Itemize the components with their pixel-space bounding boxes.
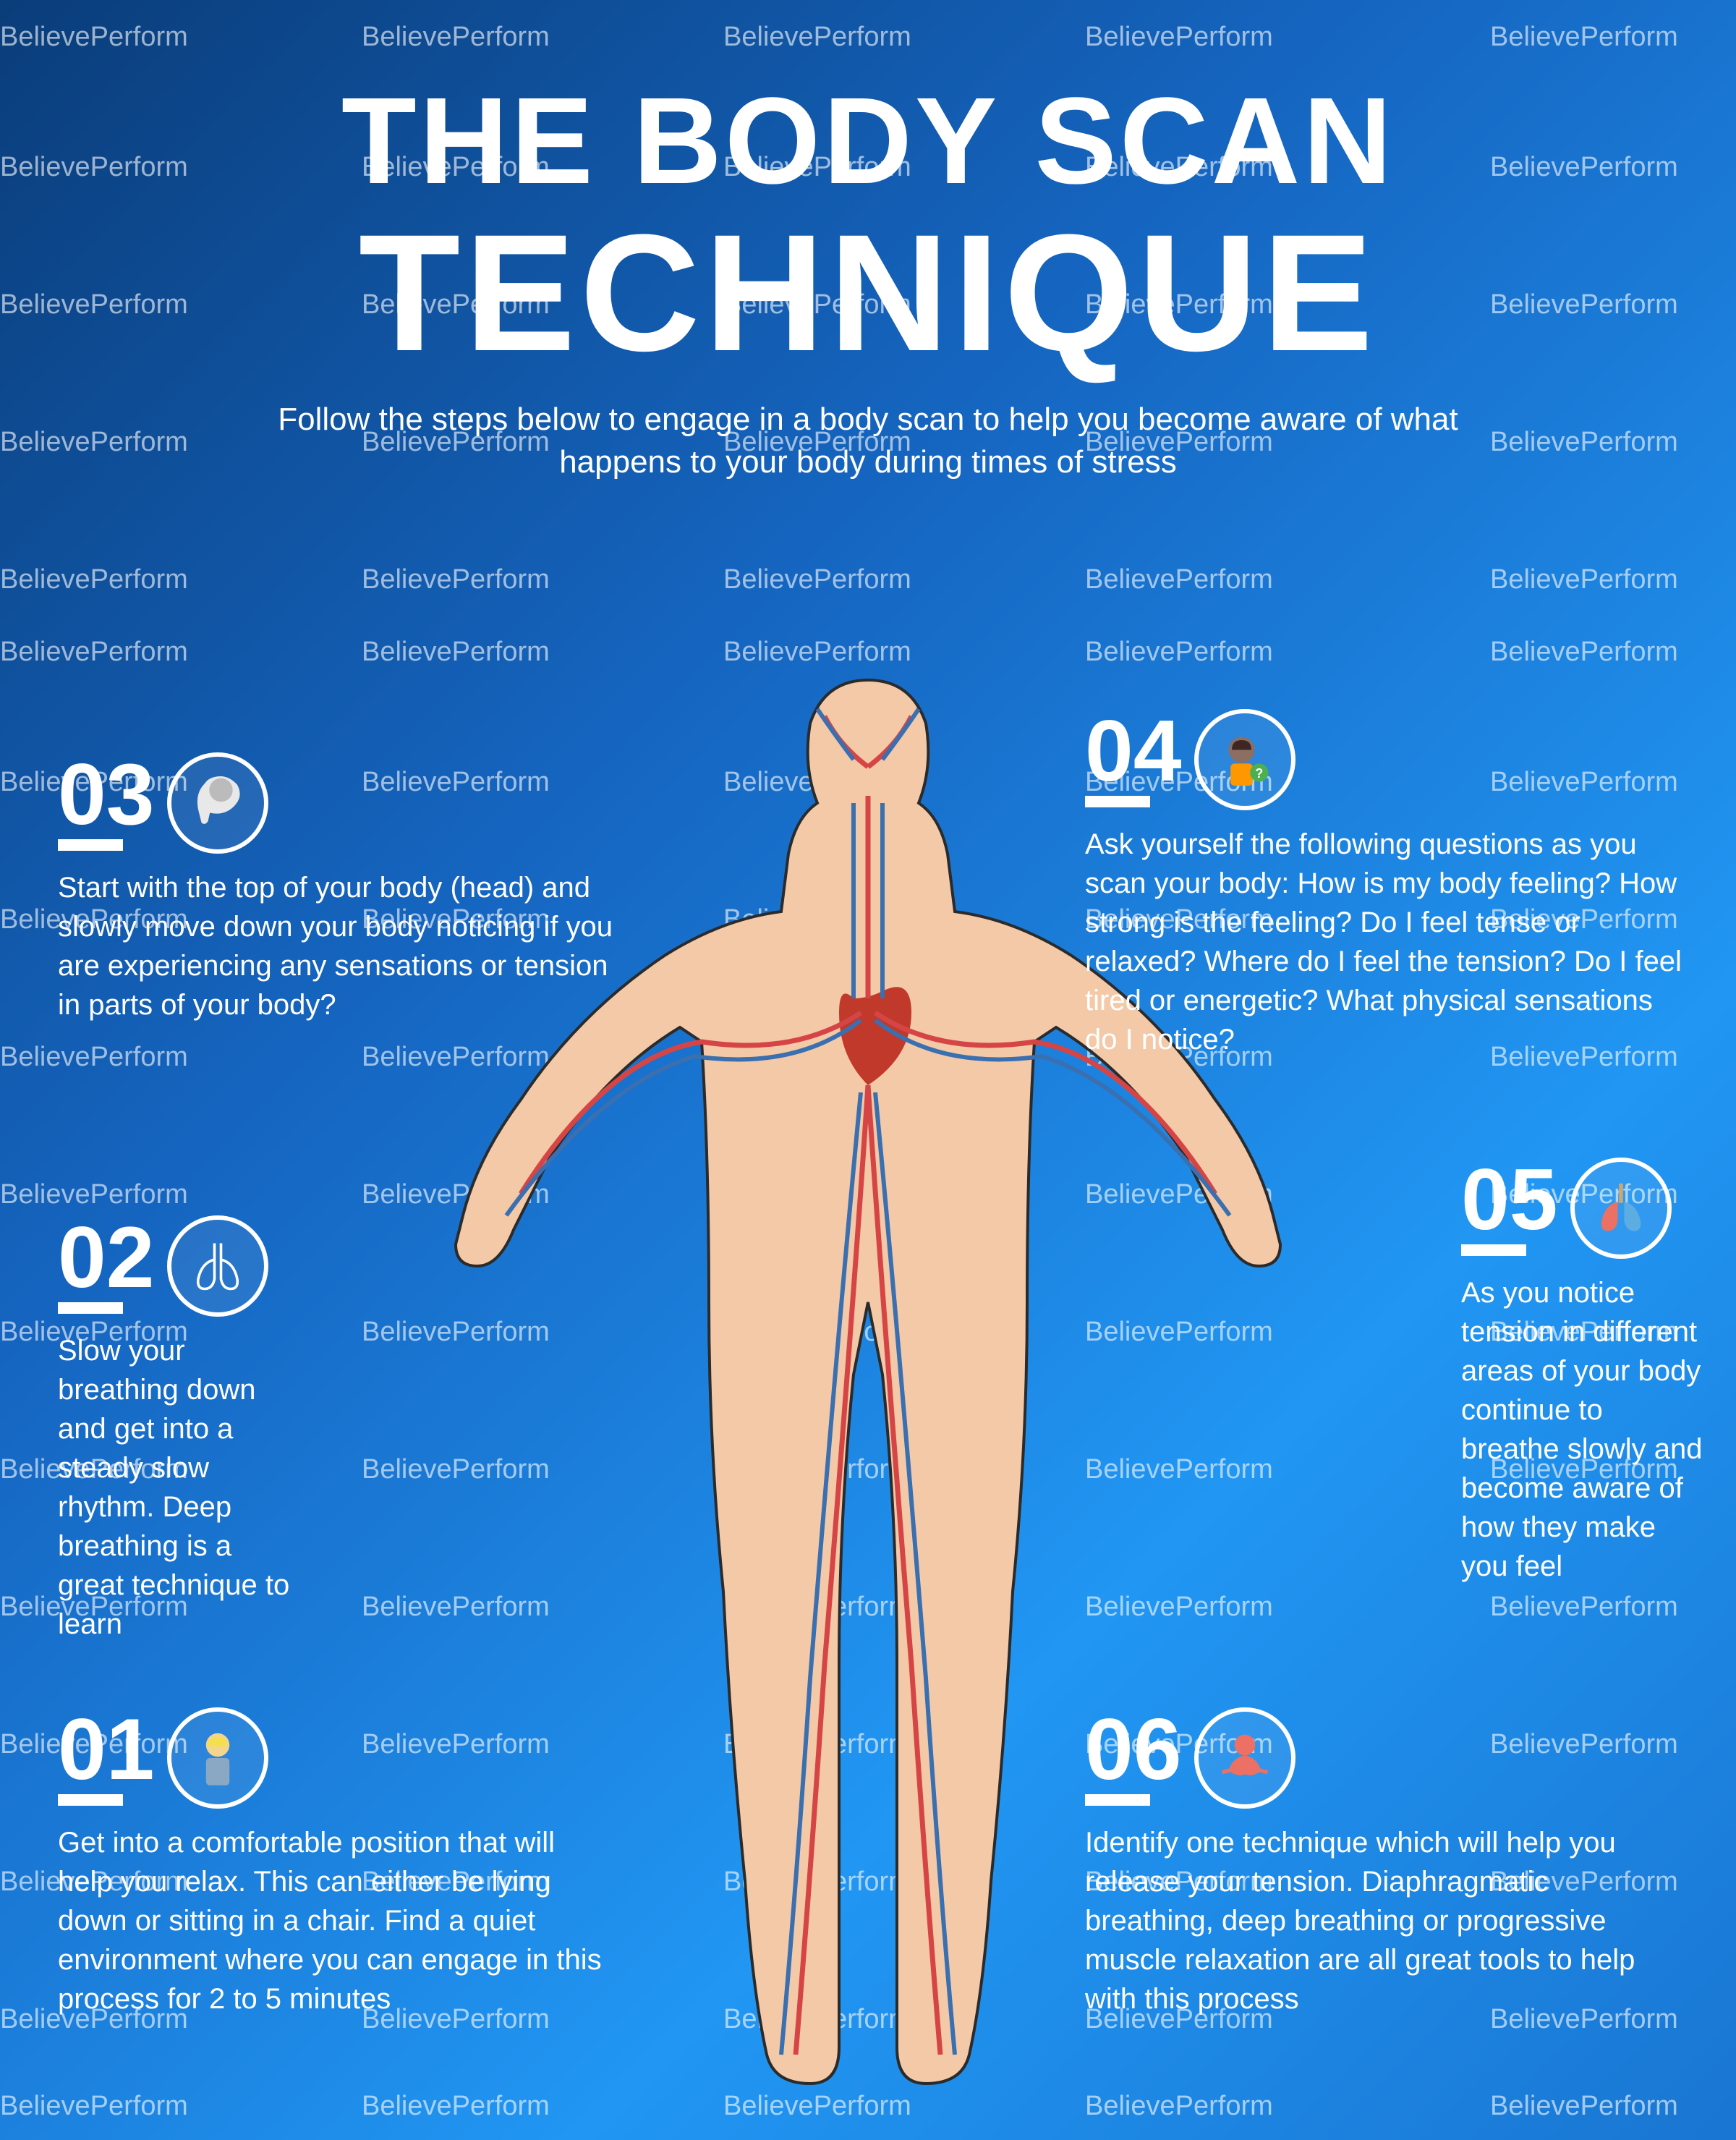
lungs-icon <box>167 1215 268 1317</box>
step-03: 03 Start with the top of your body (head… <box>58 752 637 1024</box>
step-text: Ask yourself the following questions as … <box>1085 825 1693 1059</box>
step-header: 06 <box>1085 1707 1664 1809</box>
step-number: 04 <box>1085 712 1181 807</box>
step-04: 04 ? Ask yourself the following question… <box>1085 709 1693 1059</box>
step-text: Identify one technique which will help y… <box>1085 1823 1664 2018</box>
title-block: THE BODY SCAN TECHNIQUE Follow the steps… <box>0 0 1736 484</box>
step-text: As you notice tension in different areas… <box>1461 1273 1707 1586</box>
step-05: 05 As you notice tension in different ar… <box>1461 1158 1707 1586</box>
step-number: 06 <box>1085 1710 1181 1806</box>
step-text: Start with the top of your body (head) a… <box>58 868 637 1024</box>
step-header: 02 <box>58 1215 304 1317</box>
step-number: 02 <box>58 1218 154 1314</box>
person-icon <box>167 1707 268 1809</box>
step-02: 02 Slow your breathing down and get into… <box>58 1215 304 1644</box>
step-header: 03 <box>58 752 637 854</box>
lungs-color-icon <box>1570 1158 1672 1259</box>
content-root: THE BODY SCAN TECHNIQUE Follow the steps… <box>0 0 1736 2140</box>
step-text: Slow your breathing down and get into a … <box>58 1331 304 1644</box>
step-header: 05 <box>1461 1158 1707 1259</box>
subtitle: Follow the steps below to engage in a bo… <box>217 398 1519 484</box>
step-01: 01 Get into a comfortable position that … <box>58 1707 608 2018</box>
title-line-2: TECHNIQUE <box>0 210 1736 376</box>
step-number: 01 <box>58 1710 154 1806</box>
step-text: Get into a comfortable position that wil… <box>58 1823 608 2018</box>
step-number: 05 <box>1461 1160 1557 1256</box>
svg-text:?: ? <box>1256 766 1264 781</box>
step-header: 01 <box>58 1707 608 1809</box>
step-06: 06 Identify one technique which will hel… <box>1085 1707 1664 2018</box>
person-question-icon: ? <box>1194 709 1295 810</box>
step-number: 03 <box>58 755 154 851</box>
title-line-1: THE BODY SCAN <box>0 80 1736 203</box>
brain-head-icon <box>167 752 268 854</box>
step-header: 04 ? <box>1085 709 1693 810</box>
meditation-icon <box>1194 1707 1295 1809</box>
